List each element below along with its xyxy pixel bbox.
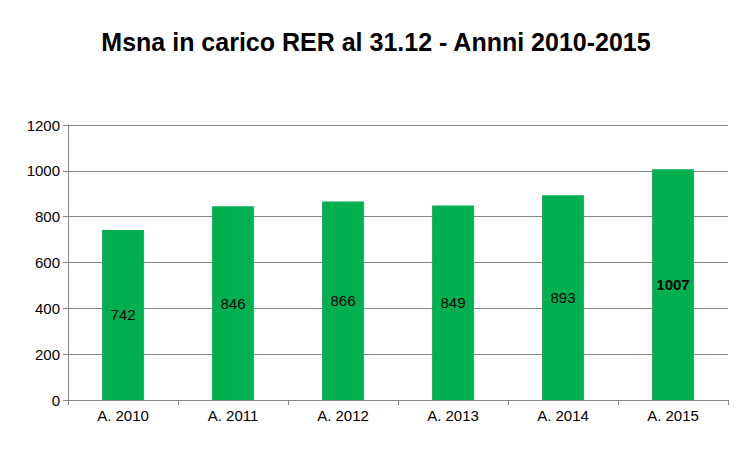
svg-text:A. 2011: A. 2011 bbox=[208, 407, 259, 424]
svg-text:1007: 1007 bbox=[656, 276, 689, 293]
svg-text:A. 2013: A. 2013 bbox=[427, 407, 479, 424]
svg-text:200: 200 bbox=[35, 346, 60, 363]
svg-text:1000: 1000 bbox=[27, 162, 60, 179]
svg-text:A. 2010: A. 2010 bbox=[97, 407, 149, 424]
svg-text:800: 800 bbox=[35, 208, 60, 225]
svg-text:1200: 1200 bbox=[27, 117, 60, 134]
svg-text:849: 849 bbox=[440, 294, 465, 311]
svg-text:A. 2015: A. 2015 bbox=[647, 407, 699, 424]
svg-text:400: 400 bbox=[35, 300, 60, 317]
svg-text:866: 866 bbox=[330, 292, 355, 309]
svg-text:A. 2014: A. 2014 bbox=[537, 407, 589, 424]
svg-text:742: 742 bbox=[110, 306, 135, 323]
svg-text:Msna in carico RER al 31.12 -: Msna in carico RER al 31.12 - Annni 2010… bbox=[101, 28, 650, 56]
svg-text:893: 893 bbox=[550, 289, 575, 306]
svg-text:846: 846 bbox=[220, 295, 245, 312]
svg-text:A. 2012: A. 2012 bbox=[317, 407, 369, 424]
svg-text:600: 600 bbox=[35, 254, 60, 271]
svg-text:0: 0 bbox=[52, 392, 60, 409]
